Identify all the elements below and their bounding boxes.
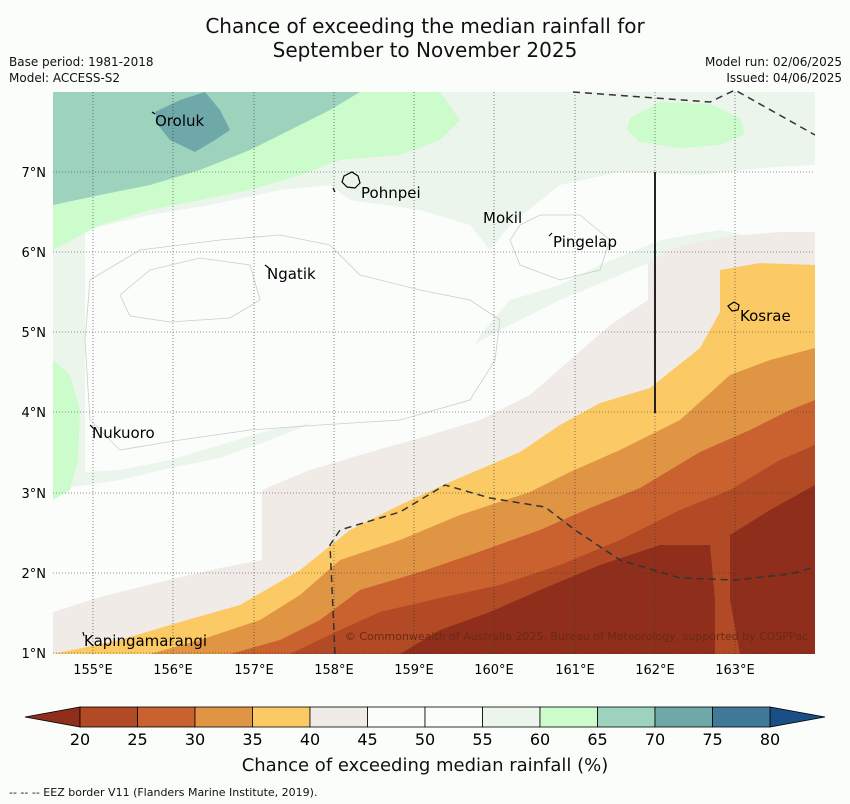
colorbar-swatch — [252, 706, 311, 728]
pingelap-atoll — [548, 232, 553, 237]
title-line-2: September to November 2025 — [272, 38, 578, 62]
contour-60-65-west — [53, 360, 80, 500]
place-label-oroluk: Oroluk — [155, 112, 204, 130]
eez-borders — [329, 89, 816, 655]
lon-tick: 163°E — [715, 663, 755, 678]
title-line-1: Chance of exceeding the median rainfall … — [205, 14, 645, 38]
colorbar-tick-label: 45 — [357, 730, 377, 749]
kapinga-atoll — [82, 631, 85, 637]
colorbar-over-arrow — [769, 706, 826, 728]
colorbar-tick-label: 20 — [70, 730, 90, 749]
pohnpei-reef — [332, 187, 336, 193]
place-label-ngatik: Ngatik — [267, 265, 316, 283]
colorbar-tick-label: 35 — [242, 730, 262, 749]
lat-tick: 3°N — [22, 487, 47, 502]
colorbar-tick-label: 60 — [530, 730, 550, 749]
nukuoro-atoll — [89, 424, 94, 429]
colorbar-tick-label: 55 — [472, 730, 492, 749]
colorbar-swatch — [137, 706, 196, 728]
eez-border-note: -- -- -- EEZ border V11 (Flanders Marine… — [9, 786, 318, 799]
colorbar-tick-label: 40 — [300, 730, 320, 749]
colorbar-swatch — [367, 706, 426, 728]
map-contours — [53, 92, 815, 654]
lon-tick: 160°E — [474, 663, 514, 678]
colorbar-tick-label: 70 — [645, 730, 665, 749]
colorbar-tick-label: 30 — [185, 730, 205, 749]
colorbar-tick-label: 50 — [415, 730, 435, 749]
lat-tick: 6°N — [22, 246, 47, 261]
contour-below-20 — [400, 485, 815, 654]
lat-tick: 7°N — [22, 166, 47, 181]
colorbar-tick-label: 25 — [127, 730, 147, 749]
colorbar-tick-label: 80 — [760, 730, 780, 749]
model-run: Model run: 02/06/2025 — [704, 55, 842, 69]
lat-tick-labels: 7°N 6°N 5°N 4°N 3°N 2°N 1°N — [22, 166, 47, 662]
lon-tick: 159°E — [394, 663, 434, 678]
graticule — [53, 92, 815, 654]
lat-tick: 4°N — [22, 406, 47, 421]
run-info: Model run: 02/06/2025 Issued: 04/06/2025 — [705, 54, 842, 86]
lat-tick: 1°N — [22, 647, 47, 662]
lon-tick: 162°E — [635, 663, 675, 678]
kosrae-island — [727, 301, 740, 312]
oroluk-atoll — [151, 111, 156, 115]
place-label-mokil: Mokil — [483, 209, 522, 227]
colorbar-swatch — [597, 706, 656, 728]
contour-60-65-east — [627, 102, 745, 148]
island-outlines — [82, 111, 740, 637]
colorbar-label: Chance of exceeding median rainfall (%) — [241, 755, 609, 776]
copyright-notice: © Commonwealth of Australia 2025, Bureau… — [345, 630, 808, 643]
colorbar-swatch — [539, 706, 598, 728]
colorbar-swatch — [194, 706, 253, 728]
colorbar-swatch — [309, 706, 368, 728]
colorbar-swatch — [424, 706, 483, 728]
lat-tick: 2°N — [22, 567, 47, 582]
lon-tick: 155°E — [73, 663, 113, 678]
contour-70-75 — [155, 92, 230, 152]
place-label-kosrae: Kosrae — [740, 307, 791, 325]
colorbar-swatch — [712, 706, 771, 728]
colorbar-under-arrow — [24, 706, 81, 728]
model-name: Model: ACCESS-S2 — [9, 71, 121, 85]
place-labels: Oroluk Pohnpei Mokil Pingelap Ngatik Kos… — [84, 112, 791, 650]
colorbar-tick-label: 65 — [587, 730, 607, 749]
colorbar-swatch — [654, 706, 713, 728]
place-label-pingelap: Pingelap — [553, 233, 617, 251]
contour-lines — [84, 214, 611, 451]
contour-50-55-interior — [85, 165, 815, 472]
pohnpei-island — [341, 171, 361, 189]
ngatik-atoll — [264, 264, 270, 269]
colorbar: 20 25 30 35 40 45 50 55 60 65 70 75 80 — [24, 706, 826, 749]
colorbar-swatch — [482, 706, 541, 728]
map-title: Chance of exceeding the median rainfall … — [0, 14, 850, 62]
contour-65-70 — [53, 92, 360, 205]
issued-date: Issued: 04/06/2025 — [726, 71, 842, 85]
lon-tick: 156°E — [153, 663, 193, 678]
lat-tick: 5°N — [22, 326, 47, 341]
lon-tick: 161°E — [555, 663, 595, 678]
place-label-nukuoro: Nukuoro — [92, 424, 155, 442]
model-info: Base period: 1981-2018 Model: ACCESS-S2 — [9, 54, 154, 86]
lon-tick-labels: 155°E 156°E 157°E 158°E 159°E 160°E 161°… — [73, 663, 755, 678]
colorbar-tick-label: 75 — [702, 730, 722, 749]
place-label-pohnpei: Pohnpei — [361, 184, 421, 202]
lon-tick: 158°E — [314, 663, 354, 678]
place-label-kapingamarangi: Kapingamarangi — [84, 632, 207, 650]
lon-tick: 157°E — [234, 663, 274, 678]
base-period: Base period: 1981-2018 — [9, 55, 154, 69]
colorbar-swatch — [79, 706, 138, 728]
